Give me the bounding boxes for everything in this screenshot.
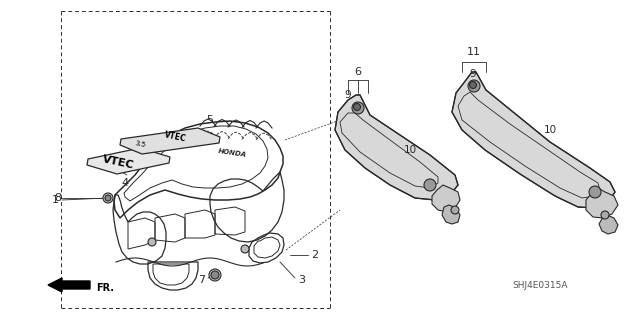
Text: 6: 6 bbox=[355, 67, 362, 77]
Polygon shape bbox=[335, 95, 458, 200]
Circle shape bbox=[105, 195, 111, 201]
Polygon shape bbox=[452, 72, 615, 208]
Polygon shape bbox=[432, 185, 460, 212]
Text: 1: 1 bbox=[51, 195, 58, 205]
Circle shape bbox=[424, 179, 436, 191]
Circle shape bbox=[451, 206, 459, 214]
Text: FR.: FR. bbox=[96, 283, 114, 293]
Text: 4: 4 bbox=[122, 178, 129, 188]
Circle shape bbox=[241, 245, 249, 253]
Circle shape bbox=[468, 80, 480, 92]
Text: 10: 10 bbox=[543, 125, 557, 135]
Text: SHJ4E0315A: SHJ4E0315A bbox=[512, 280, 568, 290]
Circle shape bbox=[103, 193, 113, 203]
Text: 10: 10 bbox=[403, 145, 417, 155]
FancyArrow shape bbox=[48, 278, 90, 292]
Polygon shape bbox=[120, 128, 220, 154]
Text: VTEC: VTEC bbox=[163, 130, 187, 144]
Text: VTEC: VTEC bbox=[101, 154, 135, 170]
Circle shape bbox=[211, 271, 219, 279]
Polygon shape bbox=[599, 215, 618, 234]
Text: 8: 8 bbox=[54, 193, 61, 203]
Text: 11: 11 bbox=[467, 47, 481, 57]
Text: 3.5: 3.5 bbox=[134, 140, 146, 148]
Text: 7: 7 bbox=[198, 275, 205, 285]
Circle shape bbox=[601, 211, 609, 219]
Text: 3: 3 bbox=[298, 275, 305, 285]
Text: 5: 5 bbox=[207, 115, 214, 125]
Circle shape bbox=[209, 269, 221, 281]
Text: 9: 9 bbox=[470, 69, 476, 79]
Polygon shape bbox=[586, 188, 618, 218]
Text: 9: 9 bbox=[345, 90, 351, 100]
Circle shape bbox=[589, 186, 601, 198]
Text: HONDA: HONDA bbox=[218, 148, 246, 158]
Circle shape bbox=[352, 102, 364, 114]
Circle shape bbox=[353, 103, 360, 110]
Polygon shape bbox=[442, 205, 460, 224]
Circle shape bbox=[148, 238, 156, 246]
Text: 2: 2 bbox=[312, 250, 319, 260]
Circle shape bbox=[470, 81, 477, 88]
Polygon shape bbox=[87, 148, 170, 174]
